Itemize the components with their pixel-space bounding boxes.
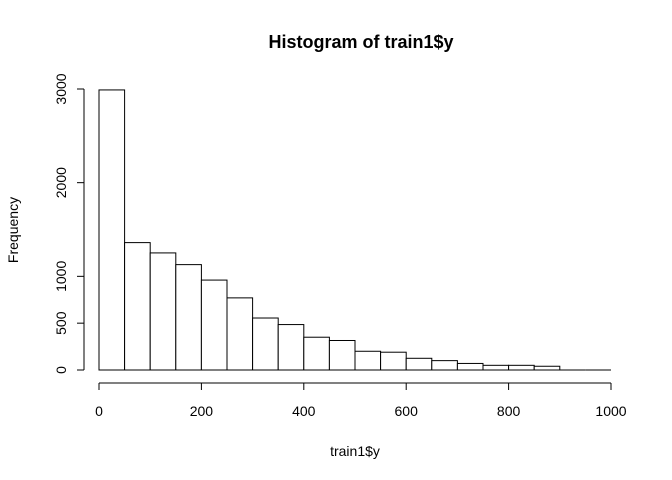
histogram-bar <box>175 264 202 371</box>
y-tick-label: 0 <box>53 366 69 374</box>
histogram-bar <box>277 324 305 371</box>
y-axis-label: Frequency <box>5 197 21 263</box>
histogram-bar <box>431 360 458 371</box>
chart-title: Histogram of train1$y <box>268 32 453 52</box>
x-tick-label: 200 <box>190 403 214 419</box>
histogram-bar <box>456 362 484 371</box>
histogram-bar <box>533 365 561 371</box>
histogram-bar <box>252 317 279 371</box>
x-axis: 0 200 400 600 800 1000 <box>95 382 627 419</box>
x-tick-label: 400 <box>292 403 316 419</box>
histogram-bar <box>328 339 356 371</box>
histogram-bar <box>405 357 433 371</box>
histogram-bar <box>200 279 228 371</box>
histogram-bar <box>482 364 510 371</box>
y-axis: 0 500 1000 2000 3000 <box>53 73 85 374</box>
y-tick-label: 1000 <box>53 261 69 292</box>
x-tick-label: 0 <box>95 403 103 419</box>
y-tick-label: 3000 <box>53 73 69 104</box>
histogram-bar <box>508 364 535 371</box>
histogram-bar <box>354 350 382 371</box>
histogram-bars <box>98 89 611 371</box>
histogram-bar <box>124 242 151 371</box>
y-tick-label: 2000 <box>53 167 69 198</box>
histogram-bar <box>149 252 177 371</box>
x-tick-label: 1000 <box>595 403 626 419</box>
histogram-bar <box>226 297 254 371</box>
x-tick-label: 800 <box>497 403 521 419</box>
y-tick-label: 500 <box>53 311 69 335</box>
histogram-bar <box>98 89 126 371</box>
histogram-bar <box>380 351 407 371</box>
x-axis-label: train1$y <box>330 443 380 459</box>
histogram-bar <box>303 336 330 371</box>
x-tick-label: 600 <box>395 403 419 419</box>
